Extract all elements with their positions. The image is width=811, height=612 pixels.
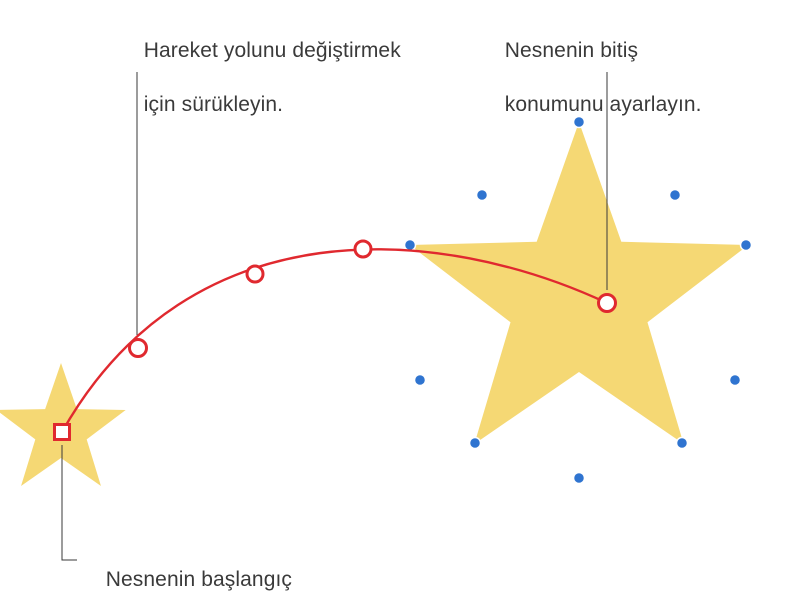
selection-handle-1[interactable] xyxy=(741,240,752,251)
selection-handle-8[interactable] xyxy=(574,473,585,484)
callout-start-line1: Nesnenin başlangıç xyxy=(106,568,292,591)
star-end-object[interactable] xyxy=(410,122,749,444)
selection-handle-4[interactable] xyxy=(405,240,416,251)
path-control-handle-1[interactable] xyxy=(247,266,263,282)
callout-set-end-position: Nesnenin bitiş konumunu ayarlayın. xyxy=(481,11,702,145)
callout-end-line2: konumunu ayarlayın. xyxy=(505,93,702,116)
selection-handle-9[interactable] xyxy=(415,375,426,386)
selection-handle-2[interactable] xyxy=(677,438,688,449)
callout-drag-line1: Hareket yolunu değiştirmek xyxy=(144,39,401,62)
selection-handle-3[interactable] xyxy=(470,438,481,449)
path-control-handle-2[interactable] xyxy=(355,241,371,257)
diagram-stage: Hareket yolunu değiştirmek için sürükley… xyxy=(0,0,811,612)
callout-drag-to-change-path: Hareket yolunu değiştirmek için sürükley… xyxy=(120,11,401,145)
callout-end-line1: Nesnenin bitiş xyxy=(505,39,638,62)
selection-handle-6[interactable] xyxy=(670,190,681,201)
callout-drag-line2: için sürükleyin. xyxy=(144,93,283,116)
callout-set-start-position: Nesnenin başlangıç konumunu ayarlayın. xyxy=(82,540,303,612)
path-end-handle[interactable] xyxy=(599,295,616,312)
path-start-handle[interactable] xyxy=(55,425,70,440)
path-control-handle-0[interactable] xyxy=(130,340,147,357)
selection-handle-7[interactable] xyxy=(730,375,741,386)
selection-handle-5[interactable] xyxy=(477,190,488,201)
